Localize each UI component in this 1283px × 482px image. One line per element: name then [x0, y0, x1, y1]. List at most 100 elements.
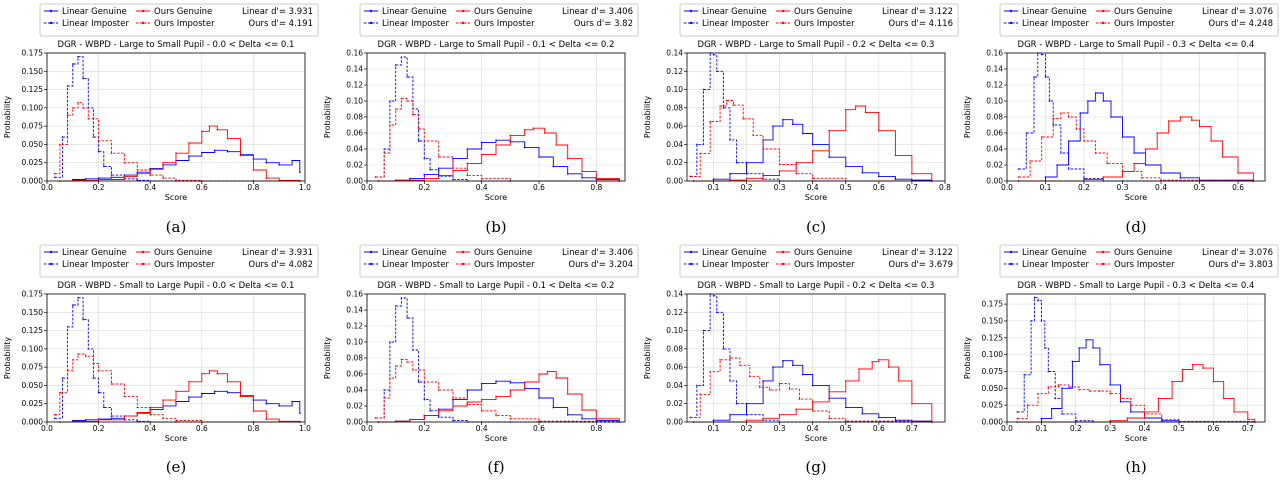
data-point — [1050, 407, 1053, 410]
data-point — [861, 172, 864, 174]
plot-frame — [46, 52, 306, 182]
series-line — [378, 127, 620, 182]
data-point — [110, 176, 113, 179]
legend-entry: Linear Imposter — [382, 19, 449, 29]
series-line — [54, 297, 300, 423]
series-line — [375, 56, 620, 182]
series-line — [375, 98, 620, 182]
data-point — [406, 317, 408, 319]
data-point — [437, 389, 440, 391]
legend-entry: Linear Imposter — [1022, 19, 1089, 29]
y-tick-label: 0.150 — [22, 308, 44, 317]
data-point — [208, 125, 211, 127]
data-point — [1071, 360, 1074, 363]
y-tick-label: 0.14 — [346, 65, 363, 74]
data-point — [123, 175, 126, 178]
data-point — [762, 178, 764, 180]
data-point — [1030, 320, 1032, 322]
data-point — [162, 417, 164, 420]
legend-entry: Linear Imposter — [62, 260, 129, 270]
legend-entry: Ours Imposter — [154, 19, 215, 29]
series-line — [59, 125, 301, 182]
data-point — [216, 372, 219, 375]
legend-ours-dprime: Ours d'= 4.191 — [248, 19, 313, 29]
x-tick-label: 0.1 — [707, 183, 719, 192]
data-point — [82, 77, 84, 80]
series-line — [59, 149, 301, 182]
data-point — [162, 177, 164, 179]
data-point — [437, 156, 440, 158]
data-point — [72, 63, 74, 65]
data-point — [1119, 401, 1122, 403]
data-point — [1085, 339, 1087, 341]
legend-entry: Ours Imposter — [474, 19, 535, 29]
data-point — [722, 348, 725, 350]
x-axis-label: Score — [165, 193, 187, 202]
data-point — [1130, 404, 1132, 407]
data-point — [1078, 388, 1080, 391]
data-point — [1017, 176, 1020, 178]
data-point — [61, 377, 64, 379]
y-tick-label: 0.14 — [346, 306, 363, 315]
data-point — [566, 414, 569, 416]
y-tick-label: 0.075 — [982, 367, 1004, 376]
data-point — [759, 386, 761, 389]
x-tick-label: 0.3 — [1104, 424, 1116, 433]
data-point — [729, 380, 731, 382]
series-linear-genuine — [377, 380, 621, 423]
data-point — [1083, 140, 1085, 142]
legend-frame — [359, 244, 639, 278]
x-tick-label: 0.8 — [247, 424, 259, 433]
data-point — [581, 409, 583, 411]
chart-title: DGR - WBPD - Large to Small Pupil - 0.3 … — [1018, 40, 1255, 50]
data-point — [84, 178, 87, 180]
x-axis-label: Score — [805, 434, 827, 443]
data-point — [689, 416, 692, 419]
y-axis-label: Probability — [643, 337, 652, 380]
data-point — [77, 296, 79, 299]
data-point — [1109, 392, 1111, 395]
y-tick-label: 0.12 — [986, 81, 1003, 90]
data-point — [175, 419, 177, 422]
series-line — [690, 357, 933, 422]
panel-caption: (f) — [487, 458, 504, 476]
data-point — [66, 370, 69, 372]
data-point — [1067, 140, 1070, 142]
series-line — [54, 56, 300, 182]
y-tick-label: 0.02 — [986, 161, 1003, 170]
data-point — [466, 174, 469, 177]
data-point — [1016, 411, 1019, 413]
data-point — [566, 157, 569, 160]
y-tick-label: 0.06 — [346, 129, 363, 138]
data-point — [123, 395, 126, 398]
data-point — [84, 419, 87, 421]
series-ours-imposter — [53, 353, 301, 423]
x-tick-label: 0.3 — [774, 183, 786, 192]
data-point — [792, 364, 794, 367]
chart-panel-g: Linear Genuine Linear Imposter Ours Genuin… — [643, 244, 959, 476]
series-ours-imposter — [689, 357, 933, 423]
data-point — [213, 390, 216, 393]
data-point — [699, 393, 701, 396]
chart-title: DGR - WBPD - Small to Large Pupil - 0.1 … — [378, 281, 615, 291]
y-axis-label: Probability — [323, 96, 332, 139]
data-point — [878, 175, 880, 178]
chart-title: DGR - WBPD - Large to Small Pupil - 0.1 … — [378, 40, 615, 50]
data-point — [742, 118, 744, 120]
y-tick-label: 0.050 — [982, 384, 1004, 393]
data-point — [696, 384, 698, 387]
x-tick-label: 0.0 — [1001, 183, 1013, 192]
legend-ours-dprime: Ours d'= 3.204 — [568, 260, 633, 270]
data-point — [739, 364, 741, 367]
data-point — [878, 359, 880, 361]
y-tick-label: 0.175 — [982, 300, 1004, 309]
legend-marker — [689, 21, 693, 25]
data-point — [1087, 100, 1089, 102]
data-point — [437, 410, 440, 412]
data-point — [97, 419, 100, 421]
legend-marker — [781, 262, 785, 266]
data-point — [1130, 411, 1132, 413]
data-point — [175, 390, 177, 393]
data-point — [864, 111, 867, 114]
